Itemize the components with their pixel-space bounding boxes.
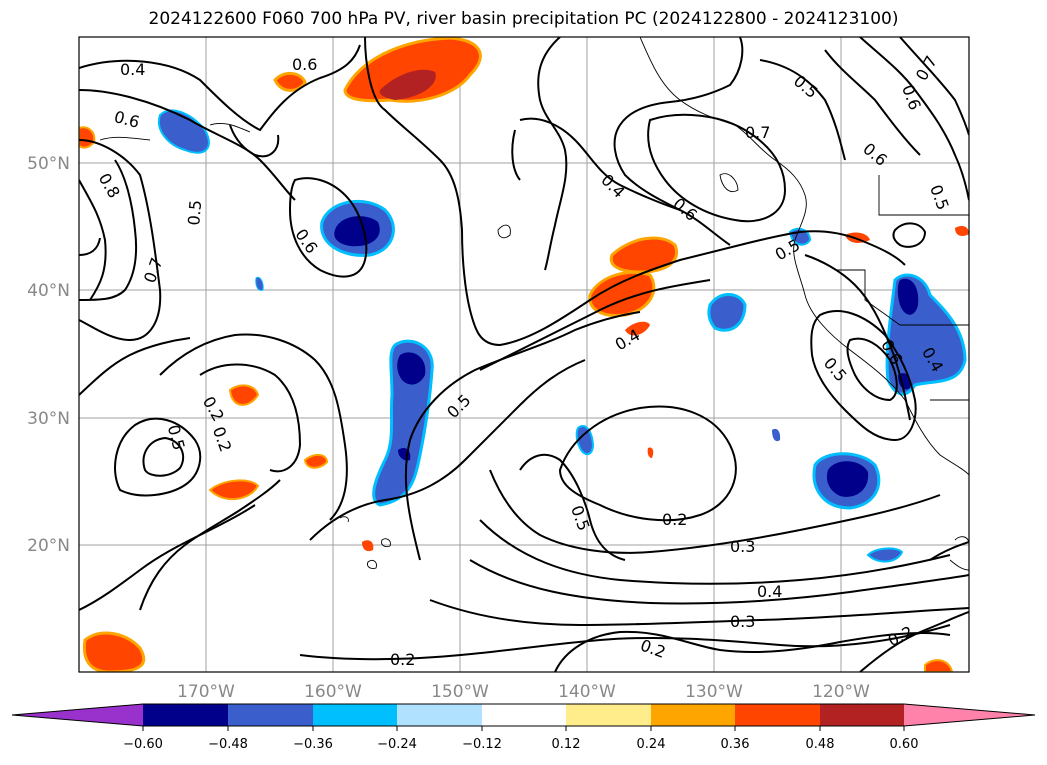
contour-label: 0.2 [209, 424, 236, 454]
colorbar-tick-label: −0.36 [293, 737, 333, 752]
latitude-labels: 50°N 40°N 30°N 20°N [27, 154, 70, 556]
contour-label: 0.2 [390, 650, 415, 669]
colorbar-tick-label: 0.60 [890, 737, 919, 752]
contour-label: 0.8 [95, 170, 124, 202]
contour-label: 0.4 [120, 60, 145, 79]
lat-label-30n: 30°N [27, 409, 70, 429]
gridlines [79, 37, 969, 672]
colorbar-bin [482, 704, 566, 726]
contour-label: 0.5 [790, 71, 822, 102]
contour-label: 0.6 [898, 82, 925, 112]
colorbar-tick-label: −0.60 [123, 737, 163, 752]
contour-label: 0.6 [859, 139, 891, 170]
contour-label: 0.3 [730, 612, 755, 631]
contour-label: 0.6 [292, 55, 317, 74]
colorbar-tick-label: 0.48 [806, 737, 835, 752]
contour-label: 0.6 [291, 225, 321, 257]
colorbar-bin [566, 704, 651, 726]
lat-label-40n: 40°N [27, 281, 70, 301]
pv-contours [79, 37, 969, 672]
contour-label: 0.5 [164, 423, 189, 453]
colorbar-tick-label: 0.12 [552, 737, 581, 752]
colorbar-bin [228, 704, 313, 726]
colorbar-bin [735, 704, 820, 726]
map-title: 2024122600 F060 700 hPa PV, river basin … [148, 9, 899, 29]
longitude-labels: 170°W 160°W 150°W 140°W 130°W 120°W [177, 682, 870, 702]
lon-label-150w: 150°W [431, 682, 489, 702]
colorbar-bin [313, 704, 397, 726]
colorbar-bin [651, 704, 735, 726]
contour-label: 0.2 [662, 510, 687, 529]
lon-label-140w: 140°W [558, 682, 616, 702]
contour-label: 0.5 [567, 503, 594, 533]
contour-label: 0.5 [926, 182, 953, 212]
contour-label: 0.5 [820, 354, 851, 386]
contour-label: 0.2 [885, 622, 916, 650]
contour-label: 0.2 [199, 393, 228, 425]
contour-label: 0.3 [730, 537, 755, 556]
colorbar-bin [397, 704, 482, 726]
contour-label: 0.5 [184, 199, 205, 226]
lon-label-120w: 120°W [812, 682, 870, 702]
colorbar: −0.60 −0.48 −0.36 −0.24 −0.12 0.12 0.24 … [11, 703, 1036, 752]
lon-label-170w: 170°W [177, 682, 235, 702]
colorbar-tick-label: 0.36 [721, 737, 750, 752]
contour-label: 0.5 [443, 391, 474, 422]
colorbar-bin [143, 704, 228, 726]
colorbar-tick-label: −0.24 [377, 737, 417, 752]
colorbar-tick-label: 0.24 [637, 737, 666, 752]
lon-label-160w: 160°W [304, 682, 362, 702]
contour-label: 0.7 [745, 123, 770, 142]
contour-label: 0.6 [112, 107, 142, 132]
colorbar-bin [820, 704, 905, 726]
map-frame [78, 36, 970, 673]
colorbar-tick-label: −0.12 [462, 737, 502, 752]
contour-label: 0.7 [140, 255, 167, 285]
lat-label-20n: 20°N [27, 536, 70, 556]
contour-label: 0.2 [638, 635, 668, 662]
lon-label-130w: 130°W [685, 682, 743, 702]
contour-label: 0.4 [757, 582, 782, 601]
colorbar-extend-low [12, 704, 144, 726]
colorbar-extend-high [904, 704, 1035, 726]
lat-label-50n: 50°N [27, 154, 70, 174]
colorbar-tick-label: −0.48 [208, 737, 248, 752]
contour-labels: 0.4 0.6 0.6 0.8 0.5 0.7 0.6 0.4 0.6 0.5 … [95, 52, 953, 669]
